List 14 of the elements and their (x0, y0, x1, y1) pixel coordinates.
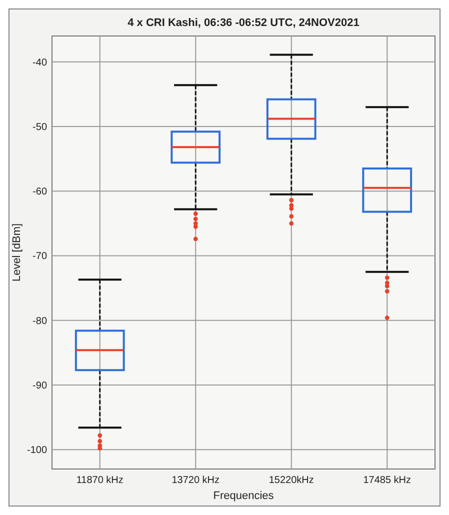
y-tick-label: -70 (32, 251, 48, 262)
chart-title: 4 x CRI Kashi, 06:36 -06:52 UTC, 24NOV2021 (128, 17, 360, 29)
x-tick-label: 13720 kHz (172, 475, 220, 486)
y-axis-title: Level [dBm] (11, 223, 23, 282)
x-axis-title: Frequencies (213, 490, 274, 502)
y-tick-label: -40 (32, 57, 48, 68)
y-tick-label: -80 (32, 316, 48, 327)
x-tick-label: 17485 kHz (363, 475, 412, 486)
y-tick-label: -100 (26, 445, 48, 456)
y-tick-label: -90 (32, 380, 48, 392)
y-tick-label: -60 (32, 186, 48, 198)
x-tick-label: 15220kHz (268, 475, 314, 486)
x-tick-label: 11870 kHz (76, 475, 124, 486)
y-tick-label: -50 (32, 122, 48, 133)
